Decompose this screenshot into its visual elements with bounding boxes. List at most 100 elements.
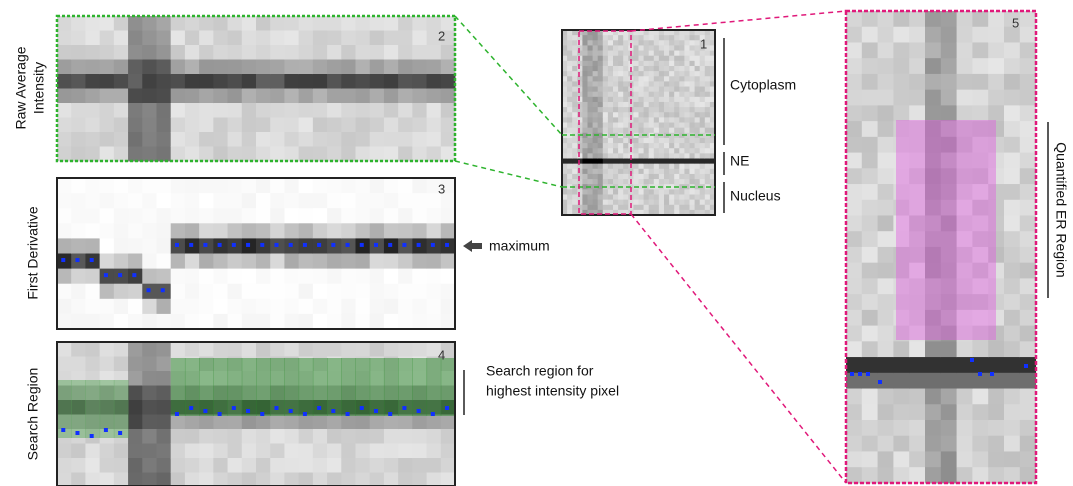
pixel bbox=[199, 429, 214, 444]
row-label: First Derivative bbox=[25, 206, 41, 300]
pixel bbox=[370, 193, 385, 209]
pixel bbox=[957, 420, 973, 436]
pixel bbox=[582, 143, 588, 149]
pixel bbox=[623, 174, 629, 180]
pixel bbox=[608, 117, 614, 123]
search-pixel bbox=[384, 358, 399, 416]
pixel bbox=[674, 40, 680, 46]
pixel bbox=[185, 342, 200, 357]
pixel bbox=[577, 112, 583, 118]
pixel bbox=[613, 112, 619, 118]
pixel bbox=[941, 90, 957, 106]
pixel bbox=[690, 189, 696, 195]
pixel bbox=[603, 128, 609, 134]
pixel bbox=[128, 238, 143, 254]
pixel bbox=[705, 164, 711, 170]
pixel bbox=[228, 132, 243, 147]
pixel bbox=[142, 415, 157, 430]
pixel bbox=[878, 137, 894, 153]
pixel bbox=[577, 143, 583, 149]
pixel bbox=[185, 103, 200, 118]
pixel bbox=[846, 121, 862, 137]
pixel bbox=[1004, 42, 1020, 58]
pixel bbox=[862, 215, 878, 231]
pixel bbox=[1004, 467, 1020, 483]
pixel bbox=[941, 467, 957, 483]
pixel bbox=[608, 159, 614, 165]
pixel bbox=[679, 143, 685, 149]
pixel bbox=[644, 107, 650, 113]
pixel bbox=[957, 404, 973, 420]
pixel bbox=[582, 123, 588, 129]
pixel bbox=[618, 76, 624, 82]
pixel bbox=[398, 45, 413, 60]
pixel bbox=[695, 107, 701, 113]
pixel bbox=[679, 189, 685, 195]
pixel bbox=[593, 112, 599, 118]
pixel bbox=[649, 117, 655, 123]
pixel bbox=[114, 193, 129, 209]
pixel bbox=[593, 51, 599, 57]
pixel bbox=[893, 105, 909, 121]
pixel bbox=[603, 159, 609, 165]
pixel bbox=[654, 81, 660, 87]
pixel bbox=[705, 194, 711, 200]
pixel bbox=[674, 81, 680, 87]
pixel bbox=[608, 138, 614, 144]
pixel bbox=[582, 159, 588, 165]
pixel bbox=[128, 223, 143, 239]
pixel bbox=[1004, 326, 1020, 342]
pixel bbox=[588, 123, 594, 129]
pixel bbox=[213, 60, 228, 75]
pixel bbox=[700, 179, 706, 185]
pixel bbox=[572, 200, 578, 206]
pixel bbox=[846, 341, 862, 357]
pixel bbox=[664, 148, 670, 154]
pixel bbox=[664, 66, 670, 72]
pixel bbox=[157, 89, 172, 104]
pixel bbox=[593, 35, 599, 41]
pixel bbox=[644, 56, 650, 62]
pixel bbox=[618, 159, 624, 165]
pixel bbox=[649, 123, 655, 129]
pixel bbox=[972, 357, 988, 373]
pixel bbox=[659, 143, 665, 149]
pixel bbox=[441, 284, 456, 300]
pixel bbox=[603, 138, 609, 144]
max-dot bbox=[218, 412, 222, 416]
pixel bbox=[71, 31, 86, 46]
pixel bbox=[893, 467, 909, 483]
pixel bbox=[639, 123, 645, 129]
pixel bbox=[313, 60, 328, 75]
pixel bbox=[593, 153, 599, 159]
pixel bbox=[639, 40, 645, 46]
panel-number: 3 bbox=[438, 181, 445, 196]
pixel bbox=[313, 415, 328, 430]
pixel bbox=[909, 11, 925, 27]
pixel bbox=[659, 169, 665, 175]
pixel bbox=[639, 128, 645, 134]
pixel bbox=[567, 56, 573, 62]
pixel bbox=[679, 51, 685, 57]
pixel bbox=[593, 81, 599, 87]
pixel bbox=[185, 60, 200, 75]
pixel bbox=[171, 415, 186, 430]
pixel bbox=[213, 458, 228, 473]
pixel bbox=[157, 371, 172, 386]
max-dot bbox=[317, 406, 321, 410]
pixel bbox=[588, 87, 594, 93]
pixel bbox=[690, 179, 696, 185]
pixel bbox=[639, 87, 645, 93]
pixel bbox=[674, 179, 680, 185]
pixel bbox=[572, 117, 578, 123]
pixel bbox=[185, 208, 200, 224]
pixel bbox=[878, 263, 894, 279]
pixel bbox=[593, 159, 599, 165]
pixel bbox=[654, 71, 660, 77]
pixel bbox=[618, 45, 624, 51]
pixel bbox=[972, 27, 988, 43]
max-dot bbox=[189, 406, 193, 410]
pixel bbox=[684, 123, 690, 129]
pixel bbox=[100, 60, 115, 75]
pixel bbox=[577, 189, 583, 195]
